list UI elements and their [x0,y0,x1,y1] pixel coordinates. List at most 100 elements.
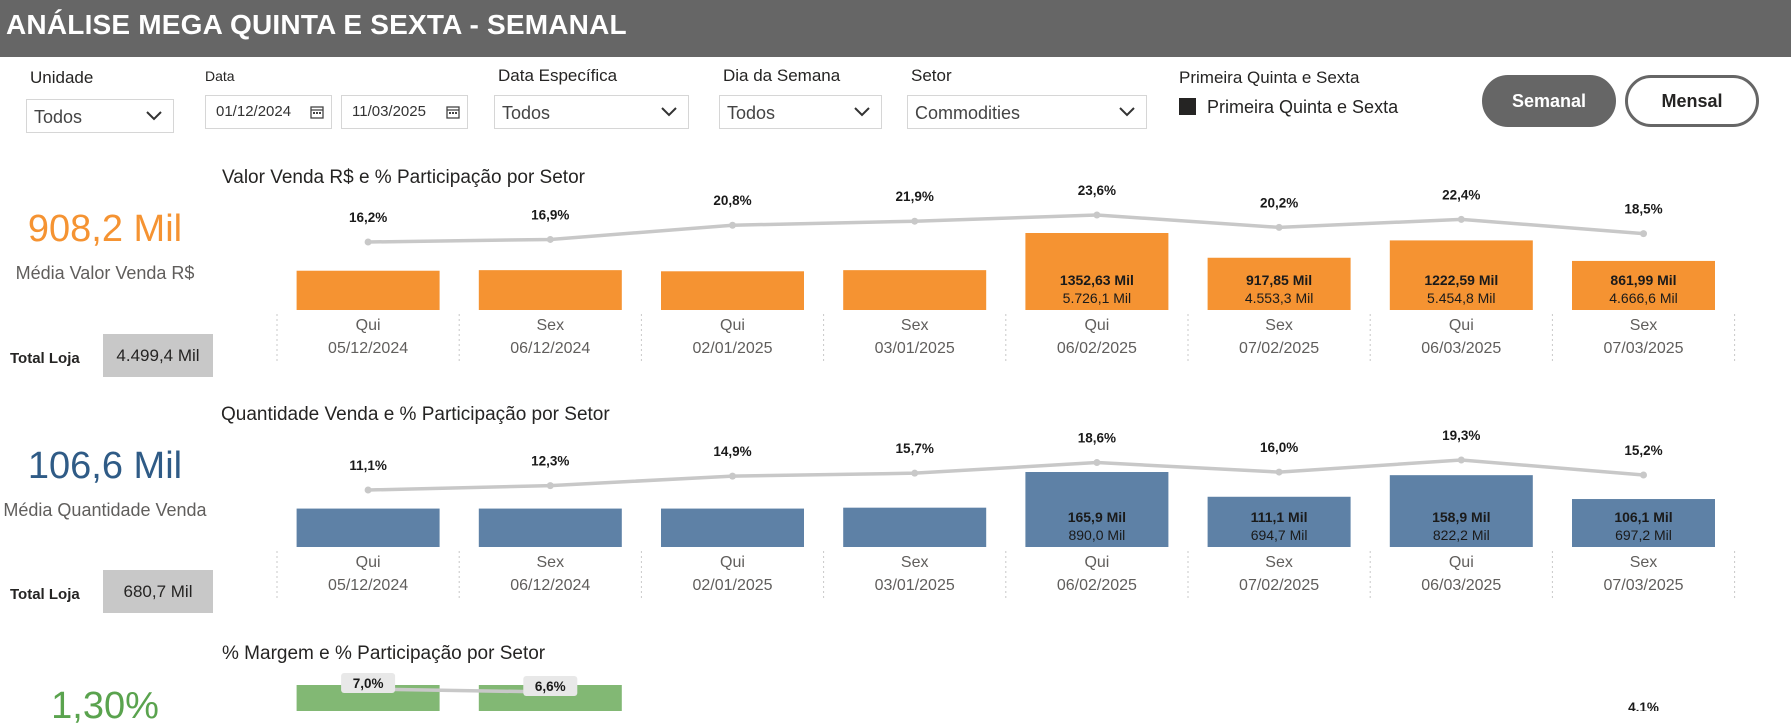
x-tick-date: 06/02/2025 [1057,340,1137,357]
participacao-label: 16,2% [349,210,387,225]
x-tick-date: 03/01/2025 [875,340,955,357]
primeira-option-label[interactable]: Primeira Quinta e Sexta [1207,97,1399,117]
page-title: ANÁLISE MEGA QUINTA E SEXTA - SEMANAL [6,9,627,40]
bar-total-label: 694,7 Mil [1251,527,1308,543]
quantidade-kpi-value: 106,6 Mil [27,445,183,487]
setor-dropdown[interactable]: Commodities [907,95,1147,129]
unidade-dropdown[interactable]: Todos [26,99,174,133]
participacao-label: 20,2% [1260,195,1298,210]
participacao-point [911,469,919,477]
date-start-value: 01/12/2024 [216,103,292,120]
participacao-point [546,235,554,243]
participacao-point [546,482,554,490]
participacao-label-bg [523,676,578,696]
date-end-value: 11/03/2025 [352,103,426,120]
participacao-point [364,486,372,494]
participacao-label: 14,9% [713,444,751,459]
valor-kpi-value: 908,2 Mil [27,208,183,250]
participacao-label: 16,0% [1260,440,1298,455]
chart-title-quantidade: Quantidade Venda e % Participação por Se… [221,404,610,425]
participacao-point [911,217,919,225]
valor-kpi-caption: Média Valor Venda R$ [15,263,195,283]
header-bar: ANÁLISE MEGA QUINTA E SEXTA - SEMANAL [0,0,1791,57]
participacao-label: 21,9% [896,189,934,204]
bar [478,508,622,547]
dia-semana-dropdown[interactable]: Todos [719,95,882,129]
bar [478,270,622,310]
bar [478,685,622,711]
chart-title-margem: % Margem e % Participação por Setor [222,643,546,664]
valor-total-label: Total Loja [10,350,80,367]
x-tick-day: Sex [537,317,565,334]
participacao-point [729,472,736,480]
x-tick-day: Sex [1265,317,1293,334]
participacao-label: 22,4% [1442,187,1480,202]
participacao-line [368,458,1644,492]
participacao-label: 16,9% [531,207,569,222]
x-tick-date: 06/12/2024 [510,577,590,594]
bar [1025,472,1169,547]
bar [1207,257,1351,310]
semanal-button[interactable]: Semanal [1482,75,1616,127]
chevron-down-icon [661,107,677,117]
x-tick-date: 07/03/2025 [1603,340,1683,357]
bar [1572,260,1715,310]
bar [296,270,440,310]
mensal-button[interactable]: Mensal [1625,75,1759,127]
chevron-down-icon [854,107,870,117]
bar [843,507,987,547]
valor-total-value: 4.499,4 Mil [103,334,213,377]
data-especifica-label: Data Específica [498,66,618,85]
bar-value-label: 861,99 Mil [1610,272,1676,288]
participacao-label: 7,0% [353,676,384,691]
participacao-label: 4,1% [1628,700,1659,711]
bar-total-label: 5.726,1 Mil [1063,290,1131,306]
participacao-label: 15,7% [896,441,934,456]
calendar-icon[interactable] [310,105,324,119]
participacao-label: 19,3% [1442,428,1480,443]
data-especifica-dropdown[interactable]: Todos [494,95,689,129]
chevron-down-icon [1119,107,1135,117]
x-tick-date: 02/01/2025 [692,577,772,594]
participacao-point [1093,211,1101,219]
participacao-label: 20,8% [713,193,751,208]
x-tick-day: Qui [1084,554,1109,571]
x-tick-day: Qui [1449,554,1474,571]
bar-value-label: 106,1 Mil [1614,509,1672,525]
x-tick-date: 07/02/2025 [1239,577,1319,594]
participacao-label: 15,2% [1624,443,1662,458]
bar [1389,475,1533,547]
quantidade-total-label: Total Loja [10,586,80,603]
primeira-label: Primeira Quinta e Sexta [1179,68,1360,87]
x-tick-date: 06/02/2025 [1057,577,1137,594]
x-tick-date: 05/12/2024 [328,340,408,357]
chevron-down-icon [146,111,162,121]
x-tick-day: Sex [1630,554,1658,571]
x-tick-day: Qui [1449,317,1474,334]
bar [661,271,804,310]
bar [1389,240,1533,310]
date-end-input[interactable]: 11/03/2025 [341,95,468,129]
x-tick-day: Sex [1265,554,1293,571]
x-tick-day: Sex [901,317,929,334]
x-tick-date: 03/01/2025 [875,577,955,594]
participacao-point [1275,223,1283,231]
participacao-line [368,213,1644,244]
participacao-point [1275,468,1283,476]
x-tick-date: 06/12/2024 [510,340,590,357]
x-tick-date: 07/02/2025 [1239,340,1319,357]
dia-semana-label: Dia da Semana [723,66,841,85]
x-tick-day: Sex [537,554,565,571]
date-start-input[interactable]: 01/12/2024 [205,95,332,129]
x-tick-day: Qui [356,554,381,571]
bar-total-label: 697,2 Mil [1615,527,1672,543]
calendar-icon[interactable] [446,105,460,119]
unidade-label: Unidade [30,68,94,87]
bar-total-label: 890,0 Mil [1068,527,1125,543]
x-tick-date: 06/03/2025 [1421,577,1501,594]
bar [1025,233,1169,310]
x-tick-date: 06/03/2025 [1421,340,1501,357]
participacao-label: 18,5% [1624,202,1662,217]
participacao-point [1457,215,1465,223]
primeira-checkbox[interactable] [1179,98,1196,115]
